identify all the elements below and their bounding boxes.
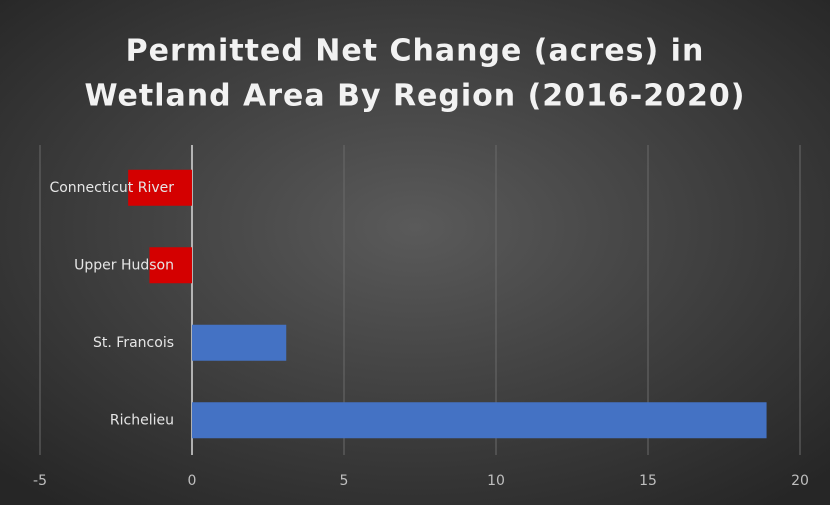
x-tick-label: 15 [639,473,657,489]
bar [149,247,192,284]
x-tick-label: 20 [791,473,809,489]
y-tick-label: Connecticut River [49,180,174,196]
y-tick-label: Upper Hudson [74,257,174,273]
chart-title: Wetland Area By Region (2016-2020) [85,79,746,114]
bar [192,324,287,361]
x-tick-label: 5 [340,473,349,489]
y-tick-label: St. Francois [93,335,174,351]
y-tick-label: Richelieu [110,412,174,428]
bar [128,169,192,206]
x-tick-label: 10 [487,473,505,489]
bar [192,402,767,439]
x-tick-label: 0 [188,473,197,489]
plot-area: -5 0 5 10 15 20 Connecticut River Upper Hudson S… [33,145,809,489]
x-tick-label: -5 [33,473,47,489]
chart-title: Permitted Net Change (acres) in [126,34,705,69]
